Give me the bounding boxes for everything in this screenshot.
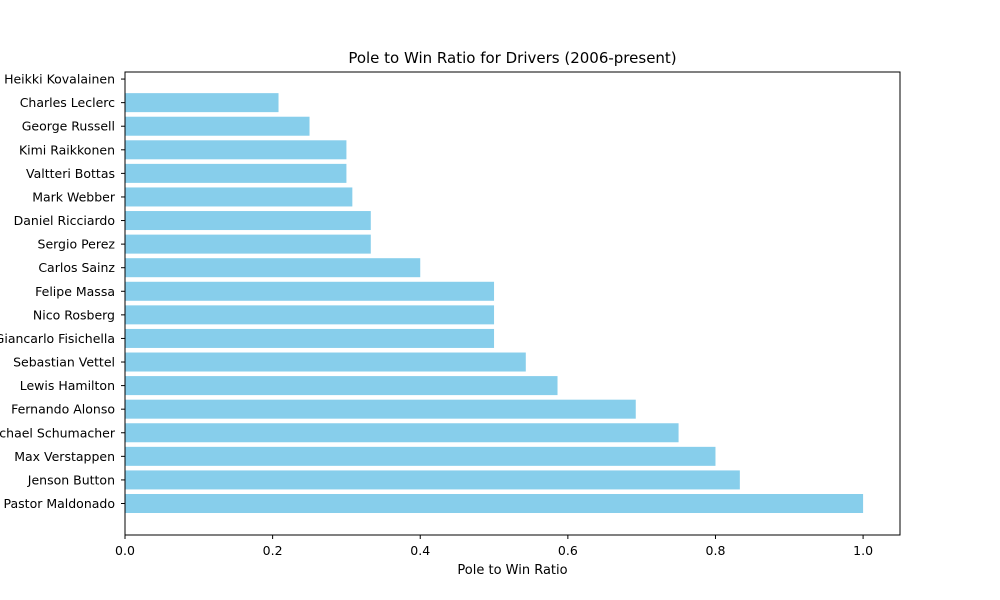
bar [125,93,279,113]
x-axis-label: Pole to Win Ratio [457,563,567,578]
x-axis-ticks: 0.0 0.2 0.4 0.6 0.8 1.0 [115,535,873,558]
bar [125,140,347,160]
y-tick-label: Sebastian Vettel [13,355,115,370]
bar [125,258,421,278]
y-tick-label: George Russell [22,119,115,134]
x-tick-label: 0.4 [410,543,430,558]
x-tick-label: 0.0 [115,543,135,558]
bar [125,376,558,396]
bar [125,305,495,325]
bar [125,187,353,207]
y-tick-label: Mark Webber [32,189,116,204]
y-tick-label: Jenson Button [27,472,115,487]
bar [125,352,526,372]
chart-title: Pole to Win Ratio for Drivers (2006-pres… [348,49,676,67]
bar [125,116,310,136]
bar [125,281,495,301]
x-tick-label: 0.2 [263,543,283,558]
plot-area-frame [124,71,901,536]
y-tick-label: Felipe Massa [35,284,115,299]
y-tick-label: Giancarlo Fisichella [0,331,115,346]
bar [125,163,347,183]
y-tick-label: Max Verstappen [14,449,115,464]
y-tick-label: Michael Schumacher [0,425,116,440]
y-tick-label: Daniel Ricciardo [14,213,115,228]
y-tick-label: Sergio Perez [38,237,116,252]
y-tick-label: Valtteri Bottas [26,166,115,181]
y-tick-label: Heikki Kovalainen [4,72,115,87]
y-tick-label: Nico Rosberg [33,307,115,322]
y-tick-label: Lewis Hamilton [20,378,115,393]
x-tick-label: 0.6 [558,543,578,558]
y-axis-ticks: Pastor Maldonado Jenson Button Max Verstap… [0,72,125,511]
y-tick-label: Pastor Maldonado [4,496,115,511]
bar [125,399,636,419]
bar [125,328,495,348]
y-tick-label: Carlos Sainz [38,260,115,275]
x-tick-label: 0.8 [706,543,726,558]
x-tick-label: 1.0 [853,543,873,558]
bar [125,470,740,490]
y-tick-label: Charles Leclerc [20,95,115,110]
bar [125,423,679,443]
bar [125,211,371,231]
y-tick-label: Kimi Raikkonen [19,142,115,157]
y-tick-label: Fernando Alonso [11,402,115,417]
bars-group [125,93,864,513]
bar [125,234,371,254]
bar [125,446,716,466]
bar [125,494,864,513]
